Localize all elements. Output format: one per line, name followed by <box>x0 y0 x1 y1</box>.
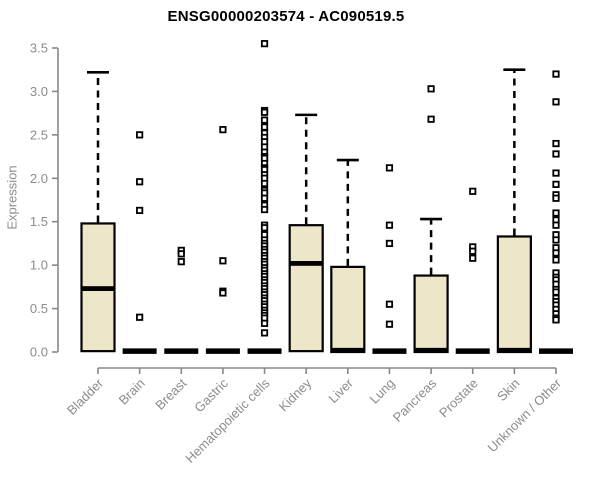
x-tick-label-skin: Skin <box>494 376 522 404</box>
chart-title: ENSG00000203574 - AC090519.5 <box>167 8 405 25</box>
outlier-point-lung <box>385 164 394 172</box>
outlier-point-unknown-other <box>552 221 560 229</box>
outlier-point-unknown-other <box>552 150 560 158</box>
outlier-point-lung <box>385 320 394 328</box>
x-tick-label-breast: Breast <box>152 375 189 412</box>
outlier-point-unknown-other <box>552 70 560 78</box>
x-tick-label-brain: Brain <box>116 376 148 408</box>
x-tick-label-pancreas: Pancreas <box>390 375 440 425</box>
median-skin <box>497 347 531 353</box>
median-bladder <box>81 286 115 291</box>
outlier-point-brain <box>136 178 144 186</box>
x-tick-label-gastric: Gastric <box>191 375 231 415</box>
y-tick-label: 3.0 <box>30 84 48 99</box>
outlier-point-unknown-other <box>552 194 560 202</box>
outlier-point-unknown-other <box>552 236 560 244</box>
outlier-point-unknown-other <box>552 316 560 324</box>
outlier-point-unknown-other <box>552 98 560 106</box>
box-skin <box>496 235 532 354</box>
flat-box-unknown-other <box>539 348 573 354</box>
y-tick-label: 2.5 <box>30 127 48 142</box>
flat-box-breast <box>164 348 199 354</box>
outlier-point-hematopoietic-cells <box>260 108 269 116</box>
outlier-point-breast <box>177 250 185 258</box>
outlier-point-brain <box>136 131 144 139</box>
outlier-point-unknown-other <box>552 256 560 264</box>
box-kidney <box>288 224 324 353</box>
outlier-point-prostate <box>469 247 477 255</box>
box-liver <box>330 265 366 354</box>
outlier-point-breast <box>177 258 185 266</box>
outlier-point-hematopoietic-cells <box>260 179 269 188</box>
outlier-point-hematopoietic-cells <box>260 40 269 48</box>
outlier-point-brain <box>136 206 144 215</box>
y-tick-label: 2.0 <box>30 171 48 186</box>
outlier-point-lung <box>385 300 394 308</box>
y-tick-label: 0.0 <box>30 345 48 360</box>
y-tick-label: 1.5 <box>30 214 48 229</box>
x-tick-label-kidney: Kidney <box>276 375 315 414</box>
outlier-point-prostate <box>469 254 477 262</box>
x-tick-label-lung: Lung <box>367 376 398 407</box>
x-tick-label-liver: Liver <box>325 375 356 406</box>
outlier-point-unknown-other <box>552 209 560 217</box>
outlier-point-hematopoietic-cells <box>260 116 269 124</box>
outlier-point-pancreas <box>427 115 435 123</box>
y-tick-label: 1.0 <box>30 258 48 273</box>
outlier-point-hematopoietic-cells <box>260 224 269 232</box>
outlier-point-brain <box>136 313 144 321</box>
outlier-point-hematopoietic-cells <box>260 123 269 131</box>
outlier-point-hematopoietic-cells <box>260 205 269 214</box>
outlier-point-hematopoietic-cells <box>260 319 269 327</box>
outlier-point-gastric <box>219 257 227 265</box>
y-tick-label: 0.5 <box>30 301 48 316</box>
flat-box-prostate <box>455 348 490 354</box>
median-liver <box>331 347 365 353</box>
x-tick-label-unknown-other: Unknown / Other <box>485 375 565 455</box>
box-pancreas <box>413 274 449 354</box>
outlier-point-pancreas <box>427 85 435 93</box>
outlier-point-unknown-other <box>552 180 560 188</box>
x-tick-label-bladder: Bladder <box>64 375 107 418</box>
flat-box-lung <box>372 348 407 354</box>
outlier-point-unknown-other <box>552 288 560 296</box>
outlier-point-unknown-other <box>552 139 560 148</box>
outlier-point-gastric <box>219 126 227 134</box>
y-tick-label: 3.5 <box>30 41 48 56</box>
outlier-point-lung <box>385 239 394 248</box>
median-pancreas <box>414 347 448 353</box>
outlier-point-unknown-other <box>552 249 560 257</box>
outlier-point-gastric <box>219 289 227 297</box>
outlier-point-hematopoietic-cells <box>260 329 269 337</box>
median-kidney <box>289 261 323 266</box>
outlier-point-prostate <box>469 187 477 195</box>
outlier-point-unknown-other <box>552 169 560 177</box>
flat-box-hematopoietic-cells <box>247 348 282 354</box>
flat-box-gastric <box>205 348 240 354</box>
outlier-point-lung <box>385 221 394 229</box>
outlier-point-hematopoietic-cells <box>260 194 269 202</box>
x-tick-label-prostate: Prostate <box>436 376 481 421</box>
flat-box-brain <box>122 348 157 354</box>
